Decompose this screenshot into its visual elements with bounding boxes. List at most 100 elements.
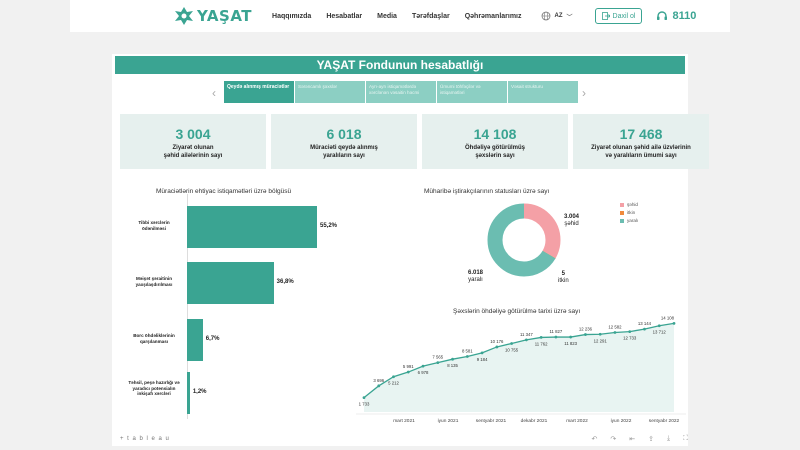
- data-point-label: 13 144: [638, 321, 652, 326]
- x-tick-label: mart 2022: [566, 418, 588, 424]
- kpi-card: 14 108 Öhdəliyə götürülmüş şəxslərin sayı: [422, 114, 568, 169]
- tab-applications[interactable]: Qeydə alınmış müraciətlər: [224, 81, 294, 103]
- data-point-label: 10 176: [490, 339, 504, 344]
- share-icon[interactable]: ⇪: [648, 436, 654, 443]
- data-point-label: 6 978: [418, 370, 429, 375]
- nav-item-media[interactable]: Media: [377, 12, 397, 20]
- kpi-row: 3 004 Ziyarət olunan şəhid ailələrinin sa…: [120, 114, 714, 169]
- data-point[interactable]: [406, 370, 410, 374]
- donut-slice[interactable]: [487, 203, 561, 277]
- dashboard-title: YAŞAT Fondunun hesabatlığı: [115, 56, 685, 74]
- data-point[interactable]: [465, 355, 469, 358]
- bar-value-label: 6,7%: [205, 336, 220, 342]
- tab-next-icon[interactable]: ›: [582, 86, 586, 100]
- language-label: AZ: [554, 13, 563, 19]
- bar-category-label: Məişət şəraitinin yaxşılaşdırılması: [135, 276, 173, 287]
- data-point[interactable]: [436, 361, 440, 365]
- tab-prev-icon[interactable]: ‹: [212, 86, 216, 100]
- data-point[interactable]: [613, 331, 617, 334]
- kpi-value: 3 004: [175, 126, 211, 142]
- bar[interactable]: [187, 319, 203, 361]
- language-selector[interactable]: AZ ﹀: [541, 11, 573, 21]
- kpi-label: Müraciəti qeydə alınmış yaralıların sayı: [271, 145, 417, 160]
- x-tick-label: mart 2021: [393, 418, 415, 424]
- data-point[interactable]: [643, 327, 646, 331]
- data-point[interactable]: [598, 332, 602, 336]
- tab-contributors[interactable]: Ümumi töhfəçilər və istiqamətləri: [437, 81, 507, 103]
- data-point-label: 8 581: [462, 349, 473, 354]
- login-button[interactable]: Daxil ol: [594, 8, 643, 24]
- tab-spending-directions[interactable]: Ayrı-ayrı istiqamətlərdə xərclənən vəsai…: [366, 81, 436, 103]
- bar[interactable]: [187, 262, 274, 304]
- data-point-label: 11 827: [549, 329, 562, 334]
- legend-label: şəhid: [627, 202, 638, 207]
- x-tick-label: iyun 2022: [611, 418, 632, 424]
- area-chart-title: Şəxslərin öhdəliyə götürülmə tarixi üzrə…: [453, 308, 581, 315]
- tableau-dashboard: YAŞAT Fondunun hesabatlığı ‹ Qeydə alınm…: [112, 54, 709, 446]
- kpi-label-line: və yaralıların ümumi sayı: [605, 152, 677, 159]
- data-point[interactable]: [510, 342, 514, 345]
- donut-label-martyr: 3.004 şəhid: [564, 214, 579, 228]
- chevron-down-icon: ﹀: [566, 14, 573, 21]
- bar[interactable]: [187, 372, 190, 414]
- data-point[interactable]: [628, 330, 632, 334]
- logo-icon: [175, 7, 193, 25]
- data-point[interactable]: [584, 333, 587, 336]
- yasat-logo[interactable]: YAŞAT: [174, 6, 252, 26]
- data-point-label: 5 991: [403, 364, 414, 369]
- legend-label: yaralı: [627, 218, 639, 223]
- data-point-label: 12 582: [608, 325, 622, 330]
- data-point-label: 9 184: [477, 357, 488, 362]
- revert-icon[interactable]: ⇤: [629, 436, 636, 443]
- data-point[interactable]: [377, 384, 381, 388]
- legend-item: itkin: [620, 210, 638, 215]
- tab-ordered-persons[interactable]: Sərəncamlı şəxslər: [295, 81, 365, 103]
- data-point-label: 10 755: [505, 347, 519, 352]
- donut-chart: [487, 203, 561, 277]
- tab-fund-structure[interactable]: Vəsait strukturu: [508, 81, 578, 103]
- legend-swatch: [620, 202, 624, 207]
- tableau-logo[interactable]: + t a b l e a u: [120, 436, 170, 442]
- kpi-label-line: yaralıların sayı: [323, 152, 365, 159]
- data-point[interactable]: [569, 335, 573, 339]
- data-point[interactable]: [362, 396, 366, 400]
- data-point-label: 12 236: [579, 327, 593, 332]
- data-point[interactable]: [554, 335, 558, 339]
- area-fill: [364, 323, 674, 412]
- nav-item-heroes[interactable]: Qəhrəmanlarımız: [464, 12, 522, 20]
- data-point[interactable]: [495, 345, 499, 349]
- data-point[interactable]: [524, 338, 528, 342]
- redo-icon[interactable]: ↷: [610, 436, 617, 443]
- data-point[interactable]: [451, 357, 454, 361]
- donut-value: 5: [561, 271, 565, 277]
- data-point[interactable]: [657, 324, 661, 328]
- area-chart: 1 733 3 696 5 212 5 991 6 978 7 565 8 135 8 581…: [356, 316, 686, 424]
- fullscreen-icon[interactable]: ⛶: [683, 435, 688, 442]
- data-point[interactable]: [392, 375, 395, 379]
- data-point[interactable]: [539, 336, 543, 339]
- download-icon[interactable]: ⤓: [666, 435, 671, 442]
- donut-category: yaralı: [468, 277, 483, 284]
- kpi-label: Ziyarət olunan şəhid ailə üzvlərinin və y…: [573, 145, 709, 160]
- data-point-label: 5 212: [388, 381, 399, 386]
- legend-label: itkin: [627, 210, 636, 215]
- x-tick-label: iyun 2021: [438, 418, 459, 424]
- bar[interactable]: [187, 206, 317, 248]
- x-tick-label: sentyabr 2021: [476, 418, 507, 424]
- login-icon: [601, 12, 610, 20]
- kpi-card: 6 018 Müraciəti qeydə alınmış yaralıların…: [271, 114, 417, 169]
- data-point[interactable]: [480, 351, 484, 355]
- nav-item-reports[interactable]: Hesabatlar: [326, 12, 363, 20]
- kpi-value: 14 108: [473, 126, 517, 142]
- data-point[interactable]: [421, 364, 425, 368]
- undo-icon[interactable]: ↶: [591, 436, 598, 443]
- data-point[interactable]: [672, 321, 676, 325]
- kpi-card: 17 468 Ziyarət olunan şəhid ailə üzvləri…: [573, 114, 709, 169]
- top-navigation-bar: YAŞAT Haqqımızda Hesabatlar Media Tərəfd…: [70, 0, 730, 32]
- data-point-label: 13 712: [653, 330, 667, 335]
- nav-item-partners[interactable]: Tərəfdaşlar: [411, 12, 450, 20]
- nav-item-about[interactable]: Haqqımızda: [272, 12, 312, 20]
- hotline[interactable]: 8110: [656, 10, 696, 22]
- legend-item: yaralı: [620, 218, 638, 223]
- globe-icon: [541, 11, 550, 21]
